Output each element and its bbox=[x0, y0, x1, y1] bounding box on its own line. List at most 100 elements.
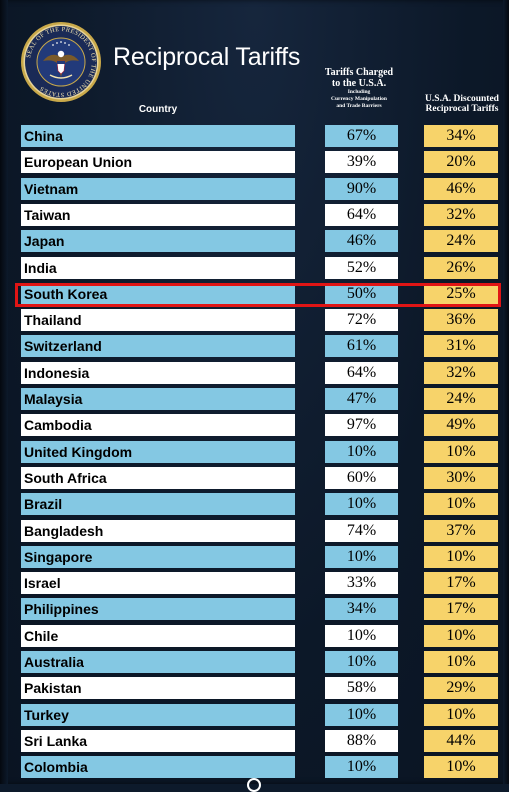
discounted-tariff-cell: 24% bbox=[424, 230, 498, 253]
header-charged-line2: to the U.S.A. bbox=[331, 77, 387, 89]
tariff-charged-cell: 33% bbox=[325, 572, 398, 595]
country-cell: South Africa bbox=[21, 466, 295, 489]
table-row: Switzerland 61% 31% bbox=[0, 334, 509, 360]
country-cell: South Korea bbox=[21, 282, 295, 305]
tariff-charged-cell: 34% bbox=[325, 598, 398, 621]
table-row: European Union 39% 20% bbox=[0, 150, 509, 176]
table-row: Japan 46% 24% bbox=[0, 229, 509, 255]
country-cell: Indonesia bbox=[21, 361, 295, 384]
tariff-charged-cell: 64% bbox=[325, 361, 398, 384]
discounted-tariff-cell: 24% bbox=[424, 388, 498, 410]
country-cell: Bangladesh bbox=[21, 519, 295, 542]
header-discounted-line1: U.S.A. Discounted bbox=[425, 94, 499, 104]
header-charged-line1: Tariffs Charged bbox=[324, 67, 394, 78]
tariff-charged-cell: 10% bbox=[325, 545, 398, 568]
table-row: Australia 10% 10% bbox=[0, 650, 509, 676]
table-row: Sri Lanka 88% 44% bbox=[0, 729, 509, 755]
discounted-tariff-cell: 10% bbox=[424, 756, 498, 779]
tariff-charged-cell: 58% bbox=[325, 677, 398, 700]
tariff-charged-cell: 64% bbox=[325, 203, 398, 226]
discounted-tariff-cell: 10% bbox=[424, 651, 498, 673]
table-row: Turkey 10% 10% bbox=[0, 703, 509, 729]
left-frame-edge bbox=[0, 0, 8, 784]
country-cell: Malaysia bbox=[21, 388, 295, 410]
country-cell: Thailand bbox=[21, 309, 295, 332]
tariff-charged-cell: 10% bbox=[325, 440, 398, 463]
discounted-tariff-cell: 17% bbox=[424, 598, 498, 621]
tariff-charged-cell: 10% bbox=[325, 624, 398, 647]
header-discounted-line2: Reciprocal Tariffs bbox=[425, 103, 499, 114]
table-row: Colombia 10% 10% bbox=[0, 755, 509, 781]
country-cell: Cambodia bbox=[21, 414, 295, 437]
discounted-tariff-cell: 29% bbox=[424, 677, 498, 700]
table-row: Thailand 72% 36% bbox=[0, 308, 509, 334]
country-cell: Israel bbox=[21, 572, 295, 595]
tariff-charged-cell: 67% bbox=[325, 125, 398, 147]
table-row: Israel 33% 17% bbox=[0, 571, 509, 597]
table-row: China 67% 34% bbox=[0, 124, 509, 150]
discounted-tariff-cell: 34% bbox=[424, 125, 498, 147]
table-row: Cambodia 97% 49% bbox=[0, 413, 509, 439]
table-row: Vietnam 90% 46% bbox=[0, 177, 509, 203]
country-cell: India bbox=[21, 256, 295, 279]
discounted-tariff-cell: 10% bbox=[424, 493, 498, 516]
tariff-charged-cell: 61% bbox=[325, 335, 398, 358]
discounted-tariff-cell: 10% bbox=[424, 703, 498, 726]
discounted-tariff-cell: 17% bbox=[424, 572, 498, 595]
table-row: South Korea 50% 25% bbox=[0, 282, 509, 308]
table-row: South Africa 60% 30% bbox=[0, 466, 509, 492]
discounted-tariff-cell: 32% bbox=[424, 361, 498, 384]
tariff-charged-cell: 47% bbox=[325, 388, 398, 410]
country-cell: Colombia bbox=[21, 756, 295, 779]
table-row: Taiwan 64% 32% bbox=[0, 203, 509, 229]
tariff-charged-cell: 90% bbox=[325, 177, 398, 200]
tariff-charged-cell: 74% bbox=[325, 519, 398, 542]
tariff-charged-cell: 46% bbox=[325, 230, 398, 253]
table-row: Pakistan 58% 29% bbox=[0, 676, 509, 702]
discounted-tariff-cell: 36% bbox=[424, 309, 498, 332]
discounted-tariff-cell: 26% bbox=[424, 256, 498, 279]
table-row: United Kingdom 10% 10% bbox=[0, 440, 509, 466]
header-charged-line4: Currency Manipulation bbox=[331, 95, 387, 102]
table-row: Malaysia 47% 24% bbox=[0, 387, 509, 413]
table-row: Philippines 34% 17% bbox=[0, 597, 509, 623]
page-indicator-dot[interactable] bbox=[247, 778, 261, 792]
header-charged-line3: Including bbox=[347, 89, 371, 95]
page-title: Reciprocal Tariffs bbox=[113, 43, 301, 71]
table-row: Brazil 10% 10% bbox=[0, 492, 509, 518]
header-charged-line5: and Trade Barriers bbox=[336, 102, 382, 109]
tariff-charged-cell: 10% bbox=[325, 493, 398, 516]
discounted-tariff-cell: 46% bbox=[424, 177, 498, 200]
country-cell: Switzerland bbox=[21, 335, 295, 358]
country-cell: Taiwan bbox=[21, 203, 295, 226]
discounted-tariff-cell: 30% bbox=[424, 466, 498, 489]
column-header-discounted: U.S.A. Discounted Reciprocal Tariffs bbox=[414, 94, 509, 115]
country-cell: Sri Lanka bbox=[21, 729, 295, 752]
country-cell: Japan bbox=[21, 230, 295, 253]
tariff-charged-cell: 10% bbox=[325, 651, 398, 673]
discounted-tariff-cell: 10% bbox=[424, 545, 498, 568]
country-cell: Brazil bbox=[21, 493, 295, 516]
tariff-charged-cell: 97% bbox=[325, 414, 398, 437]
country-cell: European Union bbox=[21, 151, 295, 174]
country-cell: United Kingdom bbox=[21, 440, 295, 463]
country-cell: Australia bbox=[21, 651, 295, 673]
discounted-tariff-cell: 10% bbox=[424, 624, 498, 647]
discounted-tariff-cell: 44% bbox=[424, 729, 498, 752]
table-row: India 52% 26% bbox=[0, 256, 509, 282]
discounted-tariff-cell: 31% bbox=[424, 335, 498, 358]
discounted-tariff-cell: 20% bbox=[424, 151, 498, 174]
country-cell: Singapore bbox=[21, 545, 295, 568]
tariff-charged-cell: 50% bbox=[325, 282, 398, 305]
column-header-country: Country bbox=[138, 104, 178, 115]
column-header-tariffs-charged: Tariffs Charged to the U.S.A. Including … bbox=[316, 67, 402, 109]
tariff-charged-cell: 52% bbox=[325, 256, 398, 279]
tariff-charged-cell: 88% bbox=[325, 729, 398, 752]
tariff-charged-cell: 60% bbox=[325, 466, 398, 489]
tariff-charged-cell: 10% bbox=[325, 756, 398, 779]
country-cell: Chile bbox=[21, 624, 295, 647]
country-cell: Philippines bbox=[21, 598, 295, 621]
table-row: Singapore 10% 10% bbox=[0, 545, 509, 571]
table-row: Indonesia 64% 32% bbox=[0, 361, 509, 387]
